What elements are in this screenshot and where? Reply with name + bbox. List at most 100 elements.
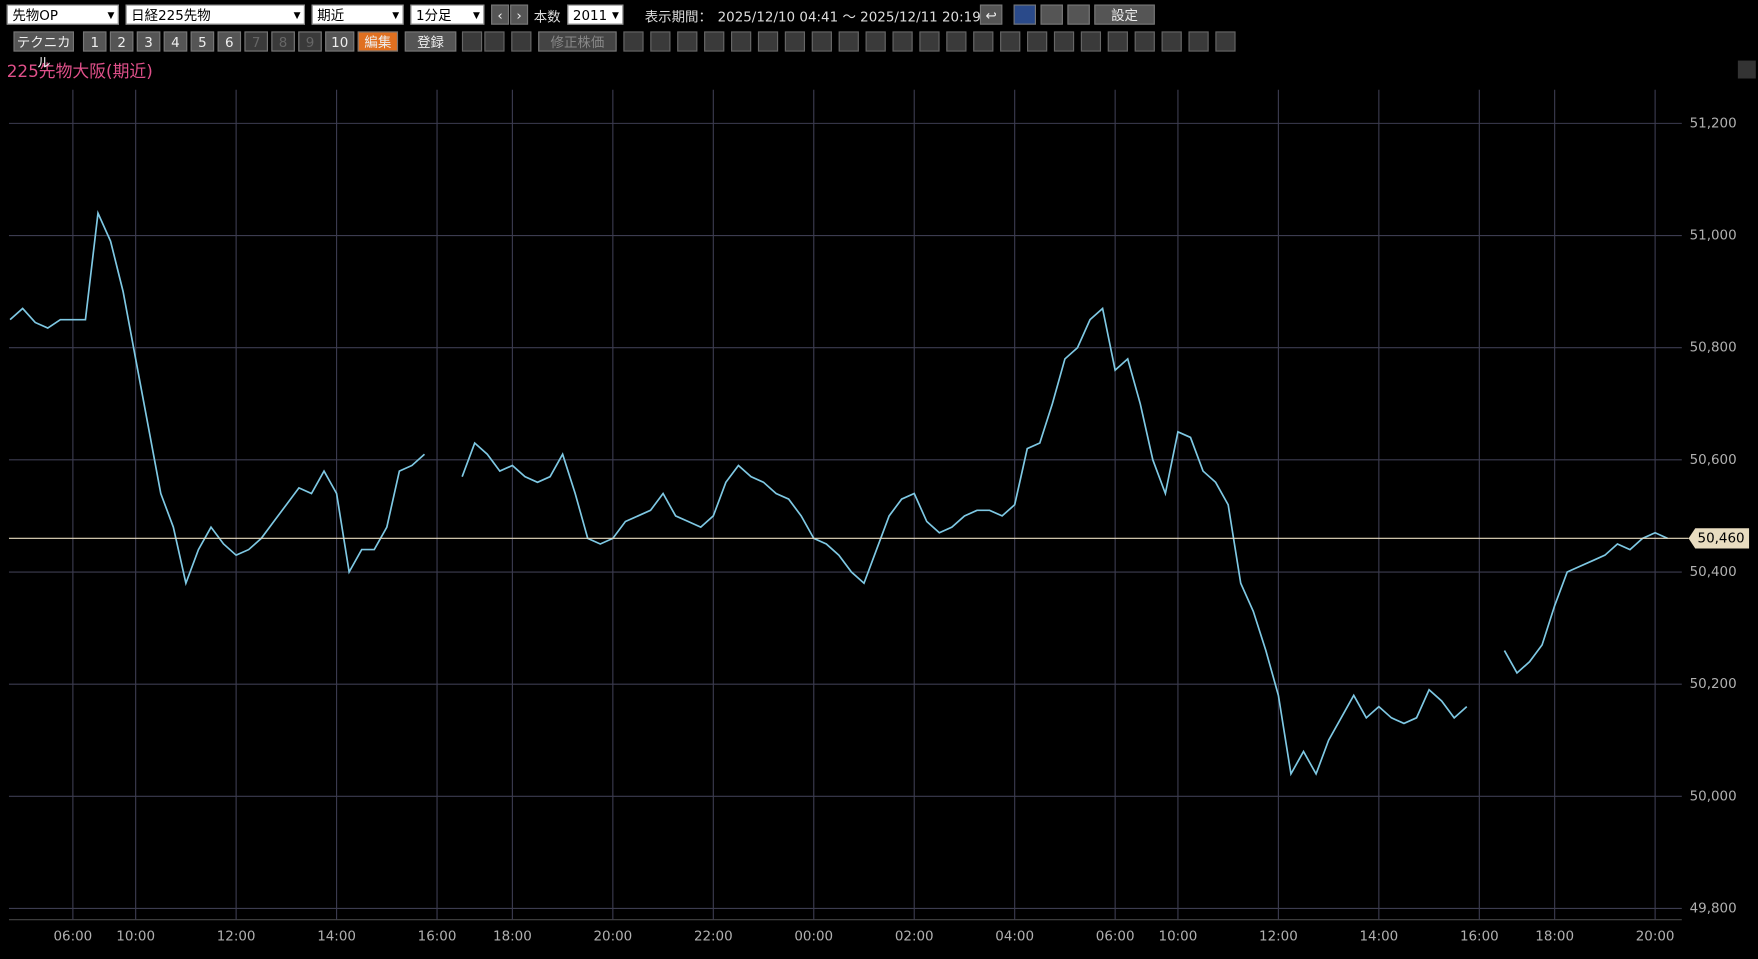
undo-button[interactable]: ↩ (979, 4, 1003, 25)
number: 3 (144, 34, 153, 51)
tool-icon[interactable] (1107, 31, 1128, 52)
prev-button[interactable]: ‹ (491, 4, 510, 25)
x-tick-label: 12:00 (217, 930, 256, 945)
x-tick-label: 18:00 (493, 930, 532, 945)
tool-icon[interactable] (650, 31, 671, 52)
y-tick-label: 51,000 (1690, 229, 1737, 244)
period: 2025/12/10 04:41 ～ 2025/12/11 20:19 (717, 8, 981, 25)
number-button[interactable]: 3 (136, 31, 161, 52)
number-button[interactable]: 6 (217, 31, 242, 52)
contract-select[interactable]: 期近 (311, 4, 404, 26)
y-tick-label: 49,800 (1690, 901, 1737, 916)
tool-icon[interactable] (1027, 31, 1048, 52)
number-button[interactable]: 4 (163, 31, 188, 52)
y-tick-label: 50,600 (1690, 453, 1737, 468)
number-button[interactable]: 5 (190, 31, 215, 52)
number-button[interactable]: 2 (109, 31, 134, 52)
tool-icon[interactable] (1215, 31, 1236, 52)
register-button[interactable]: 登録 (404, 31, 457, 52)
adjusted: 修正株価 (550, 34, 605, 51)
number: 2 (117, 34, 126, 51)
x-tick-label: 20:00 (593, 930, 632, 945)
symbol-select[interactable]: 日経225先物 (125, 4, 305, 26)
x-tick-label: 22:00 (694, 930, 733, 945)
tool-icon[interactable] (784, 31, 806, 52)
next-button[interactable]: › (510, 4, 529, 25)
number: 10 (331, 34, 349, 51)
number-button[interactable]: 10 (325, 31, 355, 52)
tool-icon[interactable] (623, 31, 644, 52)
tool-icon[interactable] (919, 31, 940, 52)
chart-button[interactable] (1013, 4, 1036, 25)
x-tick-label: 14:00 (1359, 930, 1398, 945)
tool-icon[interactable] (1080, 31, 1102, 52)
tool-icon[interactable] (1053, 31, 1075, 52)
price-line (9, 209, 1669, 777)
x-tick-label: 16:00 (1460, 930, 1499, 945)
x-tick-label: 14:00 (317, 930, 356, 945)
x-tick-label: 06:00 (54, 930, 93, 945)
number: 4 (171, 34, 180, 51)
number: 5 (198, 34, 207, 51)
y-tick-label: 50,200 (1690, 677, 1737, 692)
panel-toggle[interactable] (1737, 60, 1756, 79)
bars: 2011 (572, 7, 608, 24)
edit-button[interactable]: 編集 (357, 31, 399, 52)
y-tick-label: 50,800 (1690, 341, 1737, 356)
bars-input[interactable]: 2011 (567, 4, 624, 26)
tool-icon[interactable] (511, 31, 532, 52)
tool-icon[interactable] (704, 31, 725, 52)
tool-icon[interactable] (1000, 31, 1021, 52)
x-tick-label: 12:00 (1259, 930, 1298, 945)
number: 1 (90, 34, 100, 51)
tool-icon[interactable] (811, 31, 832, 52)
print-button[interactable] (1040, 4, 1063, 25)
x-tick-label: 20:00 (1636, 930, 1675, 945)
interval: 1分足 (415, 7, 452, 24)
tool-icon[interactable] (731, 31, 752, 52)
period-label: 表示期間： (644, 8, 712, 25)
number-button[interactable]: 7 (244, 31, 268, 52)
tool-icon[interactable] (1134, 31, 1155, 52)
interval-select[interactable]: 1分足 (410, 4, 485, 26)
number-button[interactable]: 8 (271, 31, 295, 52)
technical: テクニカル (16, 34, 71, 71)
market-select[interactable]: 先物OP (6, 4, 119, 26)
tool-icon[interactable] (892, 31, 913, 52)
number: 6 (224, 34, 234, 51)
number: 9 (305, 34, 315, 51)
tool-icon[interactable] (1161, 31, 1182, 52)
x-tick-label: 00:00 (794, 930, 833, 945)
last-price-tag (1688, 528, 1750, 549)
number-button[interactable]: 1 (82, 31, 107, 52)
tool-icon[interactable] (484, 31, 505, 52)
tool-icon[interactable] (865, 31, 886, 52)
number: 8 (278, 34, 288, 51)
adjusted-button[interactable]: 修正株価 (538, 31, 617, 52)
x-tick-label: 16:00 (418, 930, 457, 945)
x-tick-label: 10:00 (1159, 930, 1198, 945)
tool-icon[interactable] (677, 31, 698, 52)
export-button[interactable] (1067, 4, 1090, 25)
tool-icon[interactable] (838, 31, 859, 52)
settings: 設定 (1111, 7, 1139, 24)
tool-icon[interactable] (757, 31, 779, 52)
x-tick-label: 06:00 (1096, 930, 1135, 945)
tool-icon[interactable] (461, 31, 483, 52)
contract: 期近 (317, 7, 345, 24)
y-tick-label: 51,200 (1690, 116, 1737, 131)
x-tick-label: 10:00 (116, 930, 155, 945)
settings-button[interactable]: 設定 (1094, 4, 1155, 25)
x-tick-label: 02:00 (895, 930, 934, 945)
tool-icon[interactable] (1188, 31, 1209, 52)
last-price-label: 50,460 (1698, 531, 1745, 546)
technical-button[interactable]: テクニカル (13, 31, 74, 71)
x-tick-label: 04:00 (995, 930, 1034, 945)
number-button[interactable]: 9 (298, 31, 322, 52)
tool-icon[interactable] (946, 31, 967, 52)
x-tick-label: 18:00 (1535, 930, 1574, 945)
bars-label: 本数 (533, 8, 561, 25)
tool-icon[interactable] (973, 31, 994, 52)
